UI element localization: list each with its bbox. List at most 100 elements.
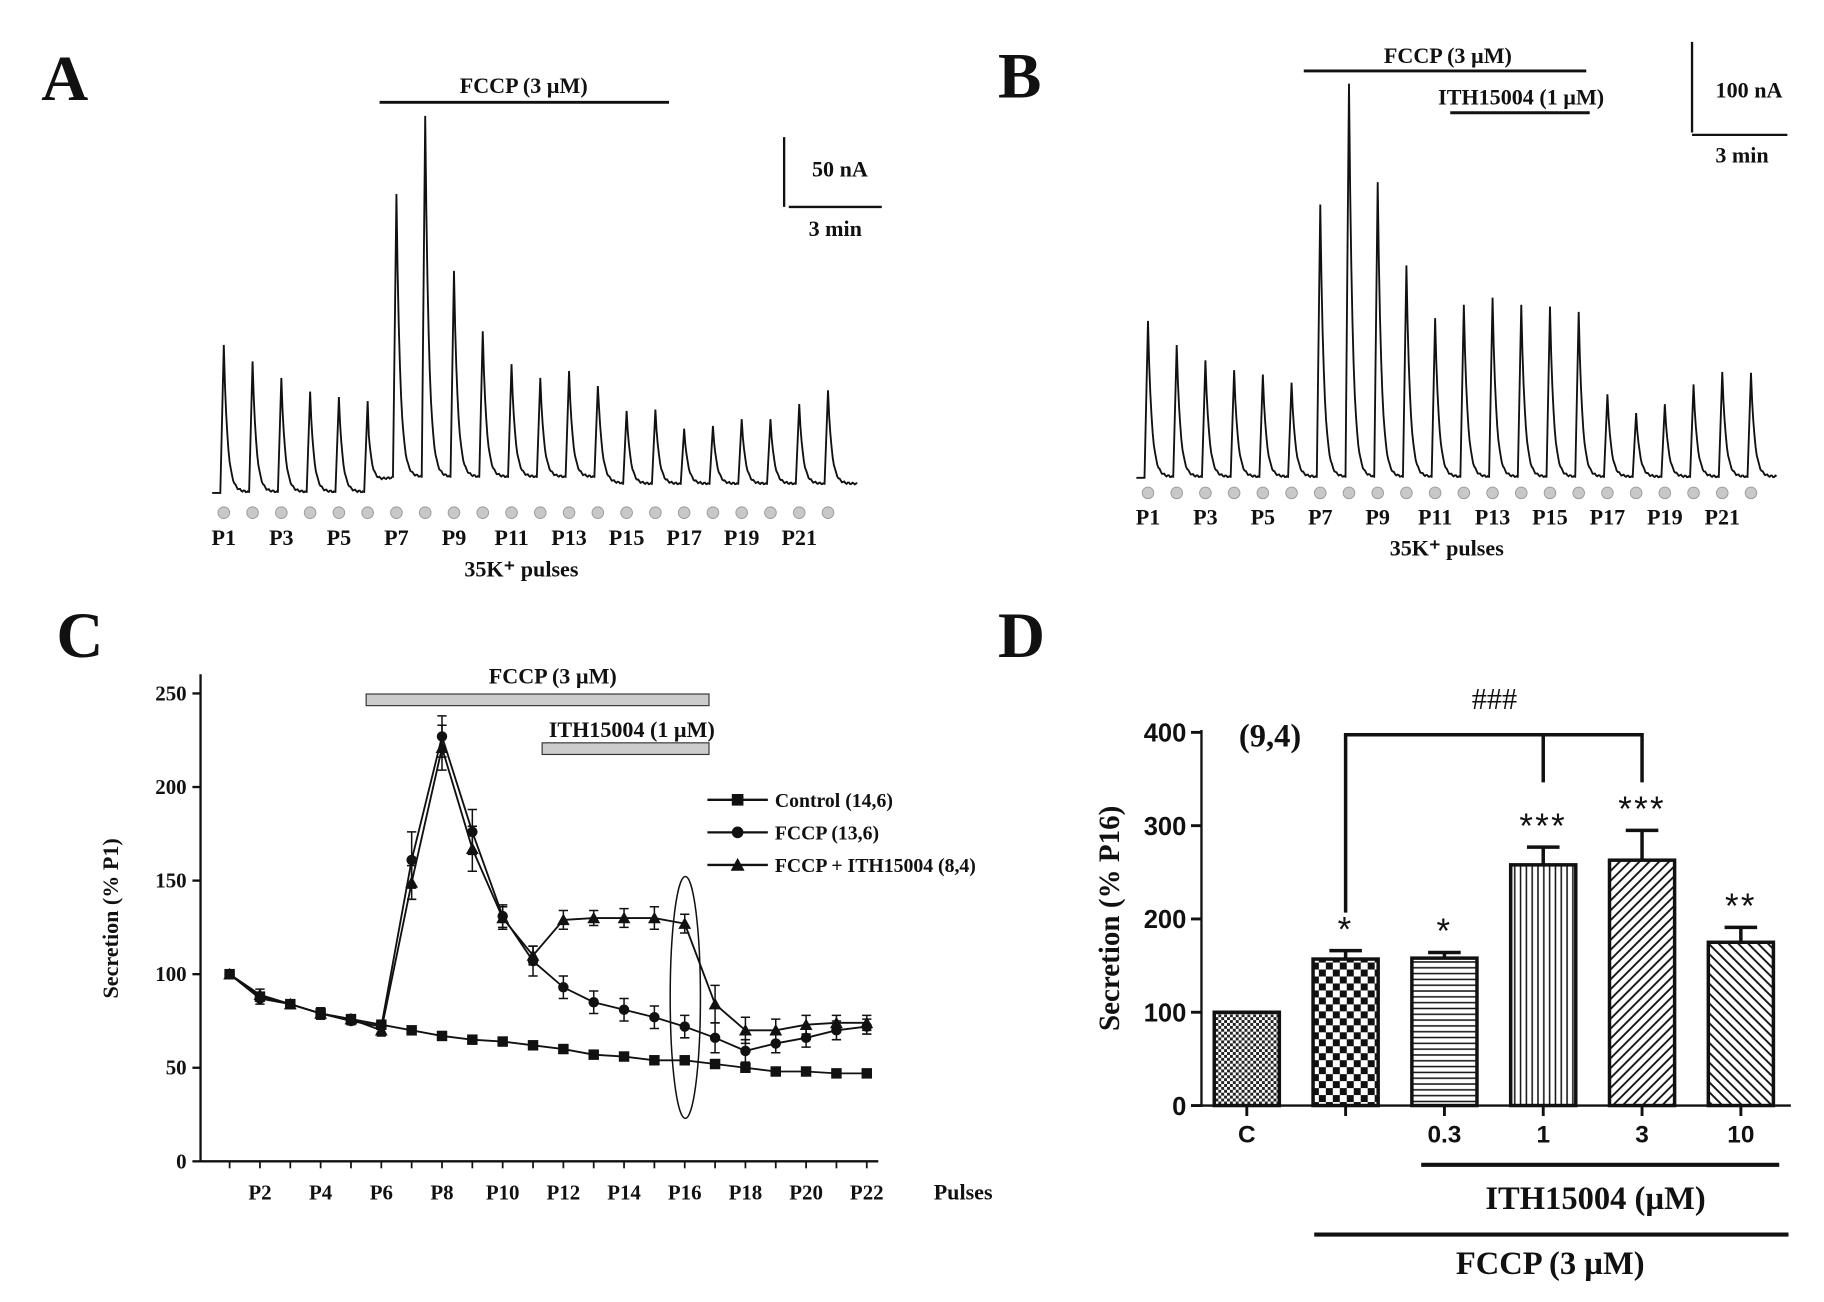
data-point [253,988,267,1000]
fccp-label: FCCP (3 µM) [489,664,617,689]
fccp-treatment-bar [365,693,710,707]
legend-marker [731,826,744,839]
data-point [283,997,297,1010]
data-point [800,1032,812,1044]
series-triangle [223,724,874,1045]
data-point [708,997,722,1010]
data-point [679,1055,690,1066]
data-point [496,911,510,924]
legend-item: FCCP + ITH15004 (8,4) [707,855,976,877]
x-tick-label: P12 [547,1181,581,1205]
pulse-marker-dot [1170,486,1183,500]
data-point [344,1012,358,1025]
data-point [740,1045,751,1057]
data-point [617,911,631,924]
pulse-marker-dot [361,506,374,519]
pulse-marker-dot [792,506,806,519]
n-label: (9,4) [1239,718,1301,754]
pulse-label: P13 [1475,504,1511,529]
pulse-marker-dot [275,506,288,519]
pulse-marker-dot [1199,486,1212,500]
pulse-marker-dot [1486,486,1499,500]
y-tick-label: 200 [1144,906,1187,934]
y-tick-label: 400 [1144,720,1187,748]
pulse-label: P11 [494,525,528,550]
pulse-marker-dot [1687,486,1700,500]
x-tick-label: P6 [370,1181,393,1205]
trace-pulse-P11 [1430,318,1461,478]
data-point [406,1025,417,1036]
scale-bar-amplitude-label: 50 nA [812,157,868,182]
y-tick-label: 250 [155,681,186,705]
data-point [558,982,569,993]
trace-pulse-P12 [535,377,566,479]
error-bar [1625,828,1659,861]
x-tick-label: P22 [850,1181,884,1205]
trace-pulse-P19 [737,419,767,486]
trace-pulse-P5 [334,397,364,494]
y-tick-label: 200 [155,775,186,799]
legend-item: Control (14,6) [707,790,893,812]
ith15004-label: ITH15004 (1 µM) [1438,85,1604,110]
trace-pulse-P17 [679,428,710,486]
trace-pulse-P1 [1136,320,1174,479]
data-point [406,854,417,866]
x-tick-label: 1 [1536,1122,1550,1149]
trace-pulse-P7 [1315,204,1346,478]
pulse-label: P19 [724,525,760,550]
data-point [314,1007,328,1019]
pulse-marker-dot [591,506,605,519]
data-point [709,1058,721,1070]
series-line [229,733,867,1052]
bar-10 [1706,940,1776,1108]
data-point [740,1062,751,1073]
trace-pulse-P12 [1459,304,1489,478]
trace-pulse-P1 [212,344,249,494]
trace-pulse-P3 [1200,360,1231,479]
series-line [229,973,867,1075]
data-point [739,1023,752,1036]
significance-stars: *** [1618,790,1666,829]
panel-label-d: D [998,600,1045,672]
pulse-marker-dot [1543,486,1557,500]
y-tick-label: 100 [1144,1000,1187,1028]
y-tick-label: 150 [155,869,186,893]
x-tick-label: P10 [486,1181,520,1205]
trace-pulse-P10 [1401,265,1432,478]
significance-stars: ** [1725,887,1757,926]
panel-label-b: B [998,41,1041,113]
error-bar [1724,925,1758,943]
y-axis-title: Secretion (% P1) [98,838,123,998]
legend-label: Control (14,6) [775,790,893,812]
fccp-label: FCCP (3 µM) [460,73,588,98]
pulse-marker-dot [1285,486,1298,500]
pulse-label: P1 [1136,504,1161,529]
pulse-label: P1 [212,525,237,550]
data-point [830,1016,843,1029]
significance-stars: * [1338,910,1354,949]
data-point [467,1034,478,1045]
significance-stars: *** [1519,807,1567,846]
y-tick-label: 300 [1144,813,1187,841]
data-point [647,911,661,924]
x-tick-label: P20 [789,1181,823,1205]
pulse-marker-dot [821,506,835,519]
pulse-marker-dot [534,506,547,519]
pulse-marker-dot [246,506,259,519]
bracket-significance-label: ### [1472,682,1517,716]
y-tick-label: 0 [1172,1093,1186,1121]
pulse-marker-dot [1744,486,1758,500]
pulse-label: P21 [781,525,817,550]
pulse-label: P15 [609,525,645,550]
panel-c-line-chart: Secretion (% P1) Pulses FCCP (3 µM) ITH1… [98,664,993,1205]
y-tick-label: 0 [176,1149,186,1173]
pulse-marker-dot [1256,486,1270,500]
pulse-marker-dot [1601,486,1614,500]
pulse-label: P13 [551,525,587,550]
trace-pulse-P11 [507,364,537,479]
pulse-marker-dot [1342,486,1356,500]
data-point [527,1040,539,1051]
trace-pulse-P22 [1746,372,1778,479]
pulse-marker-dot [505,506,518,519]
data-point [618,1051,630,1062]
